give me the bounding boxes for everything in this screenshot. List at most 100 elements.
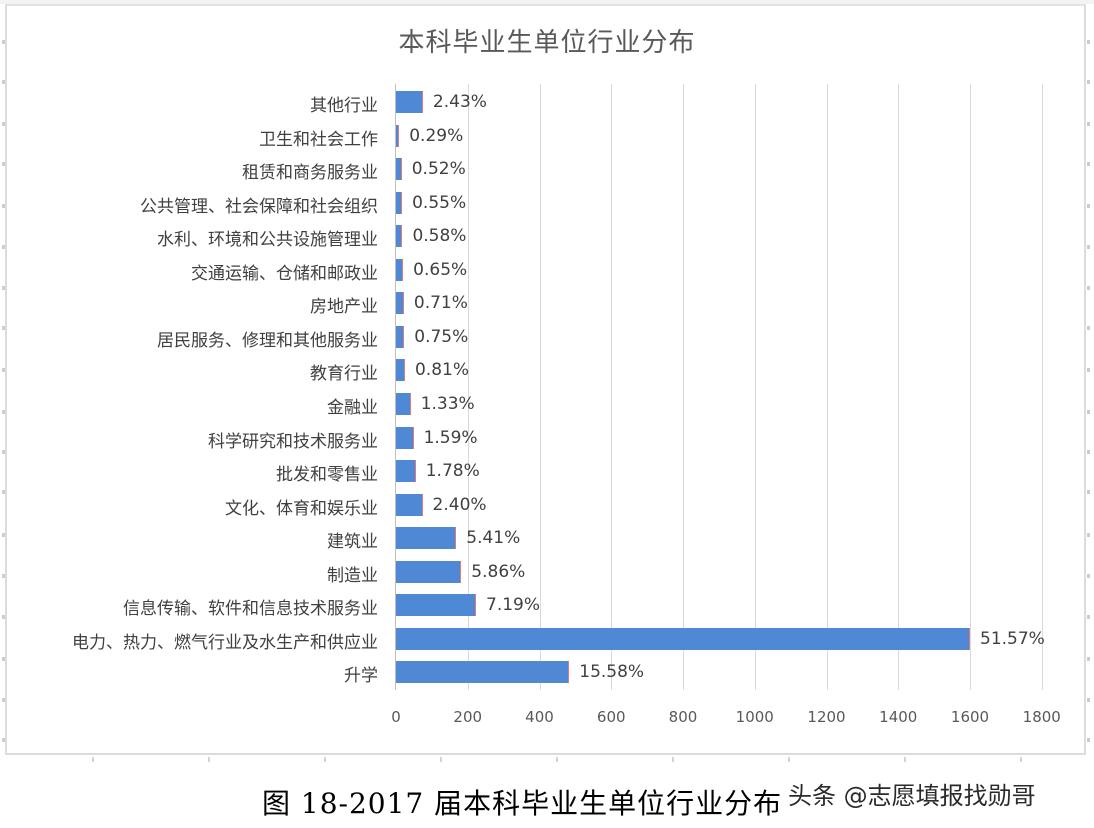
data-label: 0.81% [414, 360, 469, 381]
frame-tick [1020, 757, 1022, 762]
data-label: 0.58% [412, 226, 467, 247]
frame-tick [2, 738, 5, 742]
data-label: 1.33% [420, 393, 475, 414]
category-label: 居民服务、修理和其他服务业 [157, 330, 378, 351]
x-tick-label: 400 [525, 708, 554, 726]
frame-tick [208, 757, 210, 762]
data-label: 0.55% [412, 192, 467, 213]
bar [396, 392, 411, 415]
page-top-border [0, 0, 1094, 4]
data-label: 5.41% [466, 528, 521, 549]
frame-tick [672, 757, 674, 762]
watermark: 头条 @志愿填报找勋哥 [788, 782, 1036, 810]
bar [396, 91, 423, 113]
frame-tick [788, 757, 790, 762]
frame-tick [1087, 368, 1090, 372]
gridline [970, 84, 971, 690]
frame-tick [2, 286, 5, 290]
frame-tick [2, 245, 5, 249]
data-label: 7.19% [486, 595, 541, 616]
data-label: 1.59% [423, 427, 478, 448]
data-label: 51.57% [980, 628, 1045, 649]
frame-tick [556, 757, 558, 762]
category-label: 电力、热力、燃气行业及水生产和供应业 [72, 632, 378, 653]
bar [396, 359, 405, 382]
bar [396, 460, 416, 483]
frame-tick [1087, 450, 1090, 454]
bar [396, 325, 405, 348]
frame-tick [1087, 204, 1090, 208]
frame-tick [1087, 80, 1090, 84]
frame-tick [2, 490, 5, 494]
data-label: 0.65% [413, 259, 468, 280]
category-label: 科学研究和技术服务业 [208, 431, 378, 452]
x-tick-label: 1600 [950, 708, 990, 726]
category-label: 水利、环境和公共设施管理业 [157, 230, 378, 251]
category-label: 制造业 [327, 565, 378, 586]
frame-tick [1087, 657, 1090, 661]
category-label: 其他行业 [310, 96, 378, 116]
data-label: 1.78% [425, 461, 480, 482]
frame-tick [2, 698, 5, 702]
frame-tick [1087, 245, 1090, 249]
frame-tick [1087, 615, 1090, 619]
bar [396, 426, 414, 449]
bar [396, 493, 423, 516]
frame-tick [1087, 698, 1090, 702]
gridline [539, 84, 541, 690]
frame-tick [2, 615, 5, 619]
figure-caption: 图 18-2017 届本科毕业生单位行业分布 [262, 787, 783, 820]
frame-tick [92, 757, 94, 762]
frame-tick [1087, 574, 1090, 578]
data-label: 15.58% [579, 662, 645, 683]
gridline [611, 84, 613, 690]
x-tick-label: 1200 [807, 708, 846, 726]
bar [396, 627, 970, 650]
data-label: 2.43% [432, 92, 487, 112]
x-tick-label: 800 [668, 708, 698, 726]
category-label: 建筑业 [327, 532, 378, 553]
frame-tick [2, 40, 5, 44]
frame-tick [2, 326, 5, 330]
frame-tick [904, 757, 906, 762]
frame-tick [2, 450, 5, 454]
frame-tick [1087, 162, 1090, 166]
x-tick-label: 1800 [1022, 708, 1061, 726]
y-axis-line [395, 84, 396, 690]
gridline [826, 84, 828, 690]
category-label: 升学 [344, 666, 378, 687]
plot-area: 2.43% 0.29% 0.52% 0.55% 0.58% 0.65% 0.71% 0.75%… [395, 84, 1076, 690]
category-label: 教育行业 [310, 364, 378, 385]
frame-tick [2, 657, 5, 661]
frame-tick [2, 162, 5, 166]
data-label: 5.86% [471, 561, 526, 582]
bar [396, 225, 403, 248]
x-tick-label: 1000 [735, 708, 774, 726]
gridline [754, 84, 756, 690]
chart-title: 本科毕业生单位行业分布 [398, 28, 696, 58]
frame-tick [1087, 40, 1090, 44]
frame-tick [1087, 410, 1090, 414]
bar [396, 292, 404, 315]
gridline [898, 84, 900, 690]
bar [396, 258, 404, 281]
data-label: 0.29% [409, 125, 464, 146]
bar [396, 527, 457, 550]
category-label: 房地产业 [310, 297, 378, 318]
frame-tick [1087, 122, 1090, 126]
data-label: 0.52% [411, 159, 466, 180]
x-tick-label: 1400 [879, 708, 918, 726]
bar [396, 594, 476, 617]
frame-tick [2, 533, 5, 537]
frame-tick [2, 368, 5, 372]
data-label: 2.40% [432, 494, 487, 515]
frame-tick [2, 574, 5, 578]
frame-tick [2, 410, 5, 414]
bar [396, 661, 570, 684]
bar [396, 191, 403, 214]
frame-tick [440, 757, 442, 762]
frame-tick [1087, 490, 1090, 494]
data-label: 0.71% [413, 293, 468, 314]
frame-tick [1087, 326, 1090, 330]
frame-tick [1087, 533, 1090, 537]
